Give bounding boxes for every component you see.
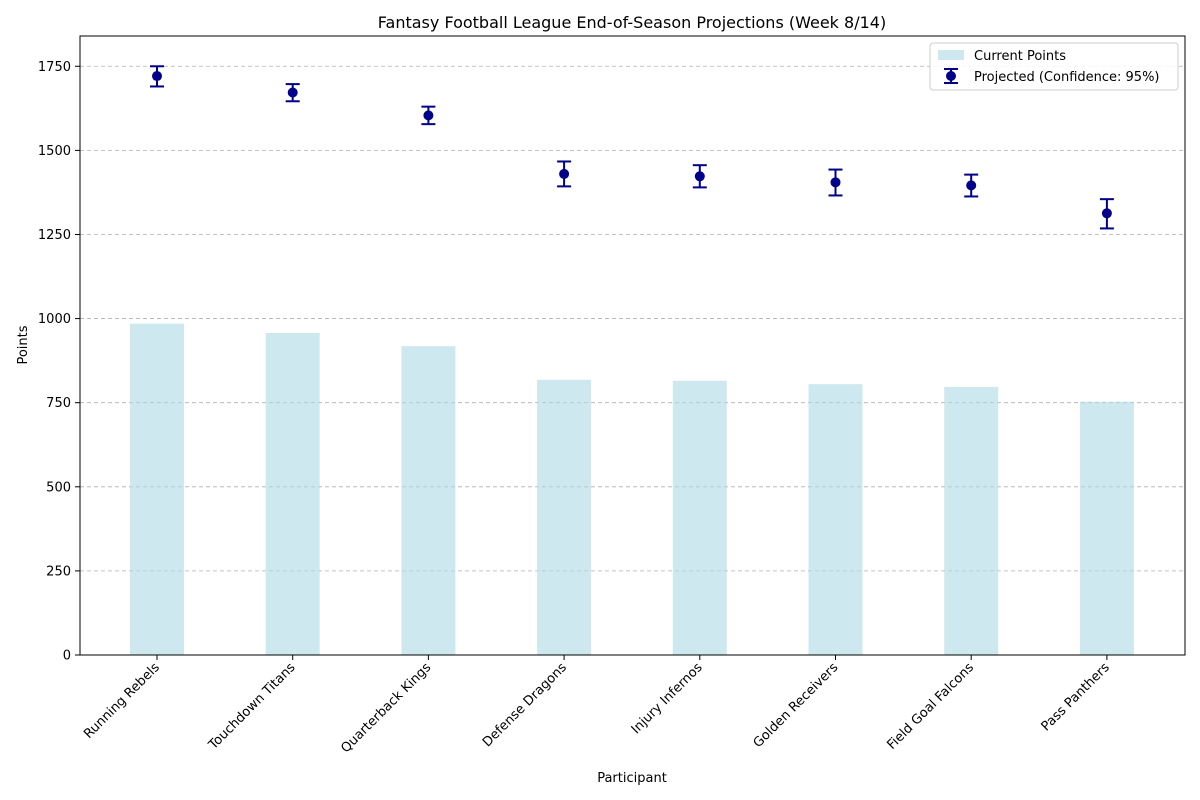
projected-point — [152, 71, 162, 82]
x-tick-label: Field Goal Falcons — [884, 660, 977, 753]
bar-current-points — [808, 384, 863, 655]
gridlines — [80, 65, 1185, 572]
legend: Current Points Projected (Confidence: 95… — [929, 42, 1179, 91]
legend-box — [929, 42, 1179, 91]
x-tick-label: Running Rebels — [81, 660, 163, 742]
y-tick-label: 0 — [63, 649, 71, 664]
bar-current-points — [537, 379, 592, 655]
bar-current-points — [672, 380, 727, 655]
x-tick-label: Defense Dragons — [480, 660, 570, 750]
x-tick-label: Quarterback Kings — [338, 660, 434, 756]
plot-frame — [79, 35, 1186, 656]
projected-point — [694, 171, 705, 182]
legend-label-projected: Projected (Confidence: 95%) — [974, 70, 1160, 85]
legend-swatch-current — [938, 50, 964, 60]
legend-point — [946, 71, 956, 81]
x-tick-label: Injury Infernos — [629, 660, 706, 737]
y-tick-label: 500 — [46, 480, 71, 495]
y-axis-title: Points — [16, 325, 31, 364]
projected-point — [287, 87, 298, 98]
bar-current-points — [944, 386, 999, 655]
y-tick-label: 1250 — [38, 228, 71, 243]
y-tick-label: 250 — [46, 564, 71, 579]
bars — [130, 323, 1134, 655]
y-tick-label: 1750 — [38, 60, 71, 75]
x-tick-label: Touchdown Titans — [205, 660, 298, 753]
legend-label-current: Current Points — [974, 49, 1066, 64]
y-tick-label: 1000 — [38, 312, 71, 327]
x-tick-label: Golden Receivers — [751, 660, 842, 751]
projected-point — [423, 110, 434, 121]
projected-point — [966, 180, 977, 191]
error-bars — [150, 65, 1114, 230]
bar-current-points — [401, 346, 456, 655]
bar-current-points — [130, 323, 184, 655]
y-tick-label: 1500 — [38, 144, 71, 159]
x-axis-title: Participant — [597, 771, 667, 786]
projected-point — [1101, 208, 1112, 219]
y-axis: 0 250 500 750 1000 1250 1500 1750 — [38, 60, 80, 664]
projected-point — [830, 177, 841, 188]
x-axis: Running Rebels Touchdown Titans Quarterbac… — [81, 655, 1113, 756]
projected-point — [559, 168, 570, 179]
y-tick-label: 750 — [46, 396, 71, 411]
chart-title: Fantasy Football League End-of-Season Pr… — [378, 13, 886, 32]
bar-current-points — [1079, 401, 1134, 655]
legend-swatch-projected — [944, 68, 958, 84]
bar-current-points — [265, 333, 320, 655]
x-tick-label: Pass Panthers — [1039, 660, 1113, 734]
